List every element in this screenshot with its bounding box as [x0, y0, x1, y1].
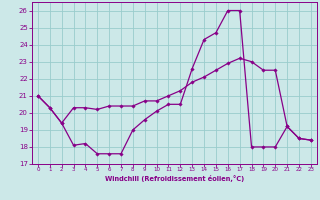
X-axis label: Windchill (Refroidissement éolien,°C): Windchill (Refroidissement éolien,°C) — [105, 175, 244, 182]
